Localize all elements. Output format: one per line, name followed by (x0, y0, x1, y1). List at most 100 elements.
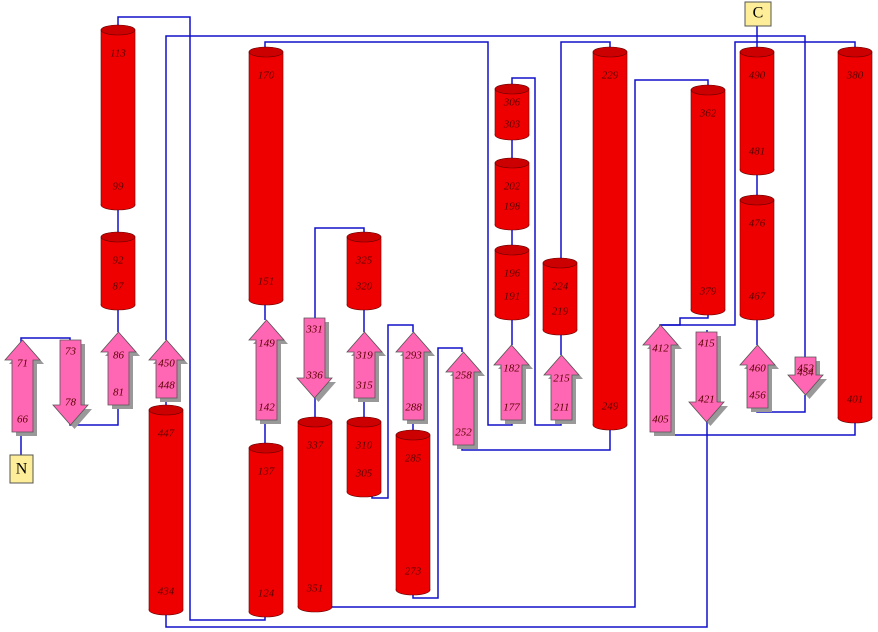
helix-top (395, 429, 431, 441)
strand: 149 142 (248, 319, 288, 424)
connector (165, 422, 708, 628)
helix: 224 219 (542, 257, 578, 336)
terminus-label: C (753, 5, 764, 22)
strand-start-label: 293 (405, 350, 422, 362)
terminus-box (744, 1, 772, 27)
strand-body (395, 331, 432, 421)
strand-body (100, 331, 137, 406)
helix-top (739, 194, 775, 206)
helix-fill (101, 30, 135, 205)
helix: 490 481 (739, 46, 775, 176)
helix: 170 151 (248, 46, 284, 306)
terminus-label: N (16, 461, 28, 478)
helix-top (346, 416, 382, 428)
helix: 92 87 (100, 231, 136, 311)
strand-end-label: 66 (17, 414, 29, 426)
helix-end-label: 351 (306, 583, 324, 595)
helix-fill (101, 237, 135, 305)
helix-fill (298, 422, 332, 607)
helix: 306 303 (494, 83, 530, 141)
connector (371, 324, 414, 499)
c-terminus: C (744, 1, 772, 27)
strand-body (787, 356, 824, 396)
helix-fill (149, 410, 183, 610)
helix-end-label: 151 (258, 276, 275, 288)
helix-fill (396, 435, 430, 590)
strand-start-label: 450 (158, 358, 175, 370)
strand-body (445, 351, 482, 446)
helix-end-label: 379 (699, 286, 717, 298)
strand-end-label: 142 (258, 402, 275, 414)
strand: 258 252 (445, 351, 485, 449)
strand-end-label: 81 (113, 387, 124, 399)
helix-top (100, 24, 136, 36)
strand: 215 211 (543, 354, 583, 424)
helix-start-label: 137 (258, 466, 275, 478)
helix-start-label: 476 (749, 218, 766, 230)
strand-body (688, 331, 725, 423)
helix-start-label: 490 (749, 70, 766, 82)
helix-end-label: 198 (504, 201, 521, 213)
strand-body (493, 344, 530, 421)
helix-fill (495, 163, 529, 225)
strand-start-label: 412 (652, 343, 669, 355)
helix: 447 434 (148, 404, 184, 616)
helix-fill (543, 263, 577, 330)
strand: 415 421 (688, 331, 728, 426)
helix-end-label: 401 (847, 394, 864, 406)
strand-body (4, 339, 41, 433)
helix-start-label: 306 (503, 97, 521, 109)
helix-top (690, 84, 726, 96)
helix-fill (347, 237, 381, 305)
connector (165, 35, 806, 357)
strand-end-label: 448 (158, 380, 175, 392)
strand: 412 405 (642, 324, 682, 436)
helix-start-label: 229 (602, 70, 619, 82)
helix-end-label: 434 (158, 586, 175, 598)
strand-start-label: 149 (258, 338, 275, 350)
helix-start-label: 92 (113, 255, 125, 267)
helix: 325 320 (346, 231, 382, 311)
helix-end-label: 219 (552, 306, 569, 318)
helix-start-label: 224 (552, 281, 569, 293)
strand-start-label: 452 (797, 363, 814, 375)
strand: 331 336 (296, 317, 336, 402)
helix-end-label: 249 (602, 401, 619, 413)
helix-top (494, 83, 530, 95)
helix: 310 305 (346, 416, 382, 498)
helix-fill (495, 250, 529, 315)
helix-top (148, 404, 184, 416)
strand: 450 448 (148, 339, 188, 402)
strand-end-label: 405 (652, 414, 669, 426)
strand: 319 315 (346, 331, 386, 402)
helix-end-label: 467 (749, 291, 766, 303)
helix-top (297, 416, 333, 428)
helix: 285 273 (395, 429, 431, 596)
helix-end-label: 320 (355, 281, 373, 293)
helix: 137 124 (248, 442, 284, 618)
helix-end-label: 87 (113, 281, 125, 293)
helix-fill (691, 90, 725, 310)
strand: 73 78 (52, 339, 92, 429)
strand: 182 177 (493, 344, 533, 424)
helix-start-label: 202 (504, 181, 521, 193)
helix-end-label: 273 (405, 566, 422, 578)
helix-fill (495, 89, 529, 135)
strand: 460 456 (739, 344, 779, 412)
strand-start-label: 331 (305, 324, 323, 336)
helix: 476 467 (739, 194, 775, 321)
strand-end-label: 78 (65, 397, 77, 409)
helix-end-label: 305 (355, 468, 373, 480)
strand-start-label: 215 (553, 373, 570, 385)
strand-end-label: 315 (355, 380, 373, 392)
helix: 380 401 (837, 46, 873, 424)
strand: 86 81 (100, 331, 140, 409)
helix-fill (740, 52, 774, 170)
strand-end-label: 211 (554, 402, 570, 414)
strand-end-label: 336 (305, 370, 323, 382)
helix: 337 351 (297, 416, 333, 613)
helix-fill (347, 422, 381, 492)
strand-body (346, 331, 383, 399)
strand-start-label: 319 (355, 350, 373, 362)
